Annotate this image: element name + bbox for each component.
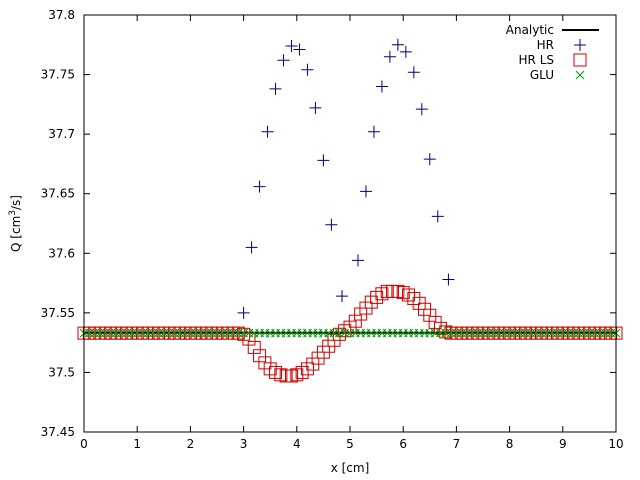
x-tick-label: 3 bbox=[240, 437, 248, 451]
hr-point bbox=[285, 39, 298, 52]
x-tick-label: 1 bbox=[133, 437, 141, 451]
hr-ls-point bbox=[391, 284, 405, 298]
y-axis-label: Q [cm3/s] bbox=[8, 195, 23, 252]
hr-point bbox=[383, 50, 396, 63]
axis-ticks: 0 1 2 3 4 5 6 7 8 9 10 37.45 37.5 37.55 37.6 37.65 37.7 3… bbox=[41, 8, 624, 451]
hr-ls-point bbox=[407, 292, 421, 306]
hr-ls-point bbox=[338, 324, 352, 338]
hr-point bbox=[367, 125, 380, 138]
hr-ls-point bbox=[402, 288, 416, 302]
hr-point bbox=[336, 290, 349, 303]
hr-point bbox=[375, 80, 388, 93]
hr-ls-point bbox=[423, 308, 437, 322]
hr-ls-point bbox=[348, 314, 362, 328]
hr-ls-point bbox=[253, 349, 267, 363]
hr-point bbox=[301, 63, 314, 76]
x-tick-label: 8 bbox=[506, 437, 514, 451]
hr-point bbox=[309, 101, 322, 114]
x-tick-label: 0 bbox=[80, 437, 88, 451]
x-tick-label: 6 bbox=[399, 437, 407, 451]
hr-ls-point bbox=[269, 365, 283, 379]
series-hr bbox=[237, 38, 455, 319]
legend-label: HR bbox=[537, 38, 554, 52]
legend-label: GLU bbox=[530, 68, 554, 82]
hr-point bbox=[237, 306, 250, 319]
series-glu bbox=[79, 328, 621, 338]
y-axis-label-prefix: Q [cm bbox=[9, 216, 23, 252]
legend-swatch bbox=[575, 70, 585, 80]
y-tick-label: 37.6 bbox=[48, 246, 75, 260]
hr-point bbox=[407, 66, 420, 79]
hr-point bbox=[431, 210, 444, 223]
hr-ls-point bbox=[364, 295, 378, 309]
y-tick-label: 37.5 bbox=[48, 365, 75, 379]
legend-swatch bbox=[574, 39, 586, 51]
y-tick-label: 37.7 bbox=[48, 127, 75, 141]
hr-point bbox=[245, 241, 258, 254]
x-tick-label: 9 bbox=[559, 437, 567, 451]
hr-ls-point bbox=[300, 362, 314, 376]
hr-point bbox=[359, 185, 372, 198]
y-axis-label-suffix: /s] bbox=[9, 195, 23, 210]
hr-point bbox=[399, 45, 412, 58]
y-tick-label: 37.55 bbox=[41, 306, 75, 320]
hr-ls-point bbox=[433, 321, 447, 335]
legend-label: Analytic bbox=[506, 23, 554, 37]
legend-label: HR LS bbox=[519, 53, 554, 67]
x-tick-label: 2 bbox=[187, 437, 195, 451]
hr-ls-point bbox=[375, 287, 389, 301]
hr-ls-point bbox=[247, 340, 261, 354]
hr-point bbox=[253, 180, 266, 193]
y-tick-label: 37.65 bbox=[41, 187, 75, 201]
y-axis-label-sup: 3 bbox=[8, 210, 18, 216]
y-tick-label: 37.8 bbox=[48, 8, 75, 22]
hr-point bbox=[261, 125, 274, 138]
y-tick-label: 37.45 bbox=[41, 425, 75, 439]
y-tick-label: 37.75 bbox=[41, 68, 75, 82]
hr-point bbox=[269, 82, 282, 95]
hr-ls-point bbox=[284, 369, 298, 383]
x-tick-label: 10 bbox=[608, 437, 623, 451]
hr-point bbox=[351, 254, 364, 267]
hr-point bbox=[415, 103, 428, 116]
x-tick-label: 7 bbox=[453, 437, 461, 451]
hr-point bbox=[391, 38, 404, 51]
legend-swatch bbox=[573, 53, 587, 67]
hr-ls-point bbox=[295, 365, 309, 379]
hr-point bbox=[442, 273, 455, 286]
x-axis-label: x [cm] bbox=[331, 461, 370, 475]
hr-point bbox=[325, 218, 338, 231]
plot-marks bbox=[77, 38, 623, 383]
x-tick-label: 4 bbox=[293, 437, 301, 451]
hr-point bbox=[293, 43, 306, 56]
x-tick-label: 5 bbox=[346, 437, 354, 451]
hr-point bbox=[423, 153, 436, 166]
hr-point bbox=[317, 154, 330, 167]
hr-ls-point bbox=[274, 368, 288, 382]
hr-point bbox=[277, 54, 290, 67]
